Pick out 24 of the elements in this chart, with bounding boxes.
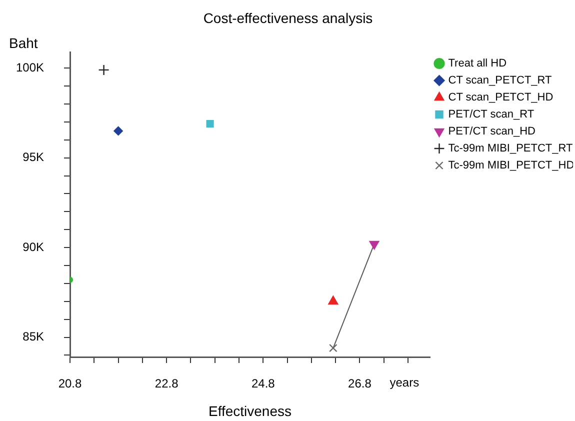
legend-label: PET/CT scan_HD [448, 126, 536, 138]
legend-label: Tc-99m MIBI_PETCT_RT [448, 142, 574, 155]
point [206, 120, 214, 128]
x-tick-label: 20.8 [58, 376, 82, 391]
legend-label: PET/CT scan_RT [448, 108, 534, 121]
chart-title: Cost-effectiveness analysis [203, 10, 373, 26]
y-tick-label: 85K [22, 330, 44, 344]
point [369, 240, 380, 250]
x-axis-title: Effectiveness [208, 402, 292, 419]
legend-label: Treat all HD [448, 58, 507, 70]
legend-label: CT scan_PETCT_RT [448, 74, 552, 87]
text: years [390, 375, 420, 390]
x-tick-label: 26.8 [348, 376, 372, 391]
point [328, 296, 338, 304]
x-tick-label: 22.8 [154, 376, 179, 391]
point [329, 344, 338, 352]
point [98, 64, 110, 76]
x-tick-label: 24.8 [251, 376, 276, 391]
legend-label: CT scan_PETCT_HD [448, 92, 554, 104]
point [114, 126, 123, 136]
y-tick-label: 90K [22, 240, 44, 254]
y-tick-label: 95K [22, 150, 44, 164]
y-axis-title: Baht [9, 34, 38, 51]
y-tick-label: 100K [16, 60, 44, 74]
